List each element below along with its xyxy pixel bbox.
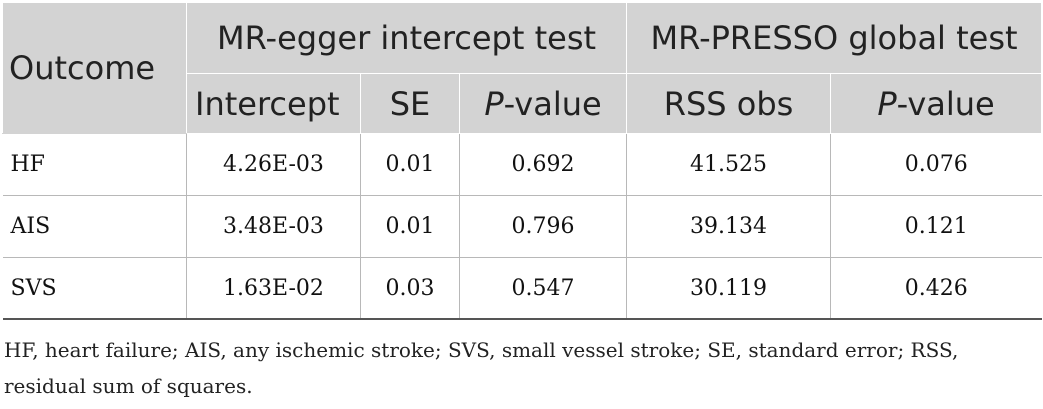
cell-outcome: HF xyxy=(2,133,187,196)
p-suffix-label: -value xyxy=(503,84,602,123)
cell-rss-obs: 30.119 xyxy=(626,257,832,320)
p-italic-label: P xyxy=(877,84,897,123)
p-suffix-label: -value xyxy=(896,84,995,123)
cell-intercept: 4.26E-03 xyxy=(186,133,361,196)
cell-p-presso: 0.076 xyxy=(830,133,1042,196)
table-row: HF 4.26E-03 0.01 0.692 41.525 0.076 xyxy=(2,133,1042,196)
cell-se: 0.01 xyxy=(360,133,460,196)
table-footnote: HF, heart failure; AIS, any ischemic str… xyxy=(4,338,959,398)
subheader-p-presso: P-value xyxy=(830,73,1043,134)
cell-outcome: AIS xyxy=(2,195,187,258)
cell-p-presso: 0.121 xyxy=(830,195,1042,258)
table-body: HF 4.26E-03 0.01 0.692 41.525 0.076 AIS … xyxy=(2,133,1042,320)
subheader-se: SE xyxy=(360,73,460,134)
cell-outcome: SVS xyxy=(2,257,187,320)
cell-p-presso: 0.426 xyxy=(830,257,1042,320)
table-header: Outcome MR-egger intercept test MR-PRESS… xyxy=(2,2,1043,134)
table-row: SVS 1.63E-02 0.03 0.547 30.119 0.426 xyxy=(2,257,1042,320)
cell-rss-obs: 39.134 xyxy=(626,195,832,258)
results-table: Outcome MR-egger intercept test MR-PRESS… xyxy=(2,2,1043,320)
subheader-rss-obs: RSS obs xyxy=(626,73,832,134)
cell-p-egger: 0.547 xyxy=(458,257,628,320)
table-row: AIS 3.48E-03 0.01 0.796 39.134 0.121 xyxy=(2,195,1042,258)
subheader-intercept: Intercept xyxy=(186,73,361,134)
cell-p-egger: 0.692 xyxy=(458,133,628,196)
p-italic-label: P xyxy=(484,84,504,123)
cell-intercept: 1.63E-02 xyxy=(186,257,361,320)
results-table-container: Outcome MR-egger intercept test MR-PRESS… xyxy=(2,2,1043,320)
subheader-p-egger: P-value xyxy=(458,73,628,134)
header-egger-group: MR-egger intercept test xyxy=(185,2,628,74)
header-row-subheaders: Intercept SE P-value RSS obs P-value xyxy=(3,73,1043,134)
header-row-groups: Outcome MR-egger intercept test MR-PRESS… xyxy=(2,2,1043,134)
cell-se: 0.01 xyxy=(360,195,460,258)
header-outcome: Outcome xyxy=(2,2,187,134)
cell-se: 0.03 xyxy=(360,257,460,320)
cell-p-egger: 0.796 xyxy=(458,195,628,258)
cell-rss-obs: 41.525 xyxy=(626,133,832,196)
header-presso-group: MR-PRESSO global test xyxy=(626,2,1043,74)
cell-intercept: 3.48E-03 xyxy=(186,195,361,258)
